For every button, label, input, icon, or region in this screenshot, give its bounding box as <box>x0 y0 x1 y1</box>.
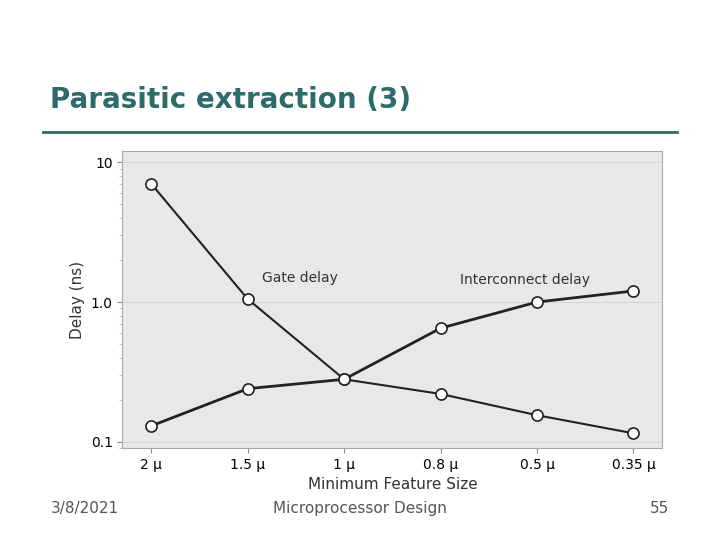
Y-axis label: Delay (ns): Delay (ns) <box>70 261 85 339</box>
Text: Interconnect delay: Interconnect delay <box>460 273 590 287</box>
Text: Microprocessor Design: Microprocessor Design <box>273 501 447 516</box>
X-axis label: Minimum Feature Size: Minimum Feature Size <box>307 477 477 492</box>
Text: 55: 55 <box>650 501 670 516</box>
Text: Gate delay: Gate delay <box>262 271 338 285</box>
Text: 3/8/2021: 3/8/2021 <box>50 501 119 516</box>
Text: Parasitic extraction (3): Parasitic extraction (3) <box>50 86 412 114</box>
